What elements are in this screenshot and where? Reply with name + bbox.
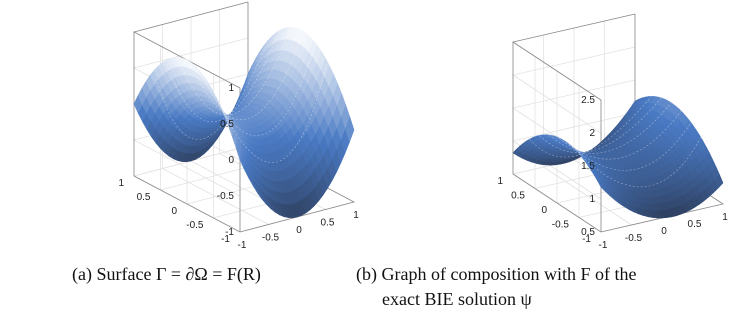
z-tick-label: 1.5	[581, 161, 595, 172]
z-tick-label: 0	[228, 155, 234, 166]
y-tick-label: 0.5	[511, 191, 525, 202]
y-tick-label: 0	[171, 206, 177, 217]
panel-b: 0.5 1 1.5 2 2.5 -1 -0.5 0 0.5 1 -1 -0.5 0 0.5 1	[366, 0, 733, 328]
caption-b-line2: exact BIE solution ψ	[382, 289, 532, 309]
x-tick-label: -1	[238, 240, 247, 251]
x-tick-label: -0.5	[625, 233, 643, 244]
y-tick-label: 0	[541, 205, 547, 216]
y-tick-label: 1	[118, 178, 124, 189]
x-tick-label: 0	[296, 225, 302, 236]
z-tick-label: 1	[228, 83, 234, 94]
panel-a: -1 -0.5 0 0.5 1 -1 -0.5 0 0.5 1 -1 -0.5 0 0.5 1	[0, 0, 366, 328]
z-tick-label: -1	[225, 227, 234, 238]
x-tick-label: 1	[722, 212, 728, 223]
z-tick-label: 0.5	[581, 227, 595, 238]
caption-b-line1: (b) Graph of composition with F of the	[356, 264, 637, 284]
y-tick-label: -0.5	[186, 220, 204, 231]
tick-labels: -1 -0.5 0 0.5 1 -1 -0.5 0 0.5 1 -1 -0.5 0 0.5 1	[118, 83, 359, 251]
surface-mesh	[133, 27, 355, 219]
tick-labels: 0.5 1 1.5 2 2.5 -1 -0.5 0 0.5 1 -1 -0.5 0 0.5 1	[497, 95, 728, 251]
surface-mesh	[512, 95, 724, 219]
y-tick-label: 1	[497, 176, 503, 187]
x-tick-label: 0.5	[321, 218, 335, 229]
z-tick-label: 0.5	[220, 119, 234, 130]
x-tick-label: 1	[353, 210, 359, 221]
x-tick-label: -1	[599, 240, 608, 251]
surface-plot-b: 0.5 1 1.5 2 2.5 -1 -0.5 0 0.5 1 -1 -0.5 0 0.5 1	[497, 13, 728, 251]
y-tick-label: 0.5	[137, 192, 151, 203]
caption-a: (a) Surface Γ = ∂Ω = F(R)	[72, 264, 261, 284]
z-tick-label: -0.5	[217, 191, 235, 202]
z-tick-label: 2.5	[581, 95, 595, 106]
x-tick-label: 0.5	[688, 219, 702, 230]
y-tick-label: -1	[221, 234, 230, 245]
surface-plot-a: -1 -0.5 0 0.5 1 -1 -0.5 0 0.5 1 -1 -0.5 0 0.5 1	[118, 1, 359, 251]
y-tick-label: -1	[582, 234, 591, 245]
x-tick-label: 0	[661, 226, 667, 237]
y-tick-label: -0.5	[552, 220, 570, 231]
x-tick-label: -0.5	[262, 233, 280, 244]
z-tick-label: 1	[589, 194, 595, 205]
z-tick-label: 2	[589, 128, 595, 139]
